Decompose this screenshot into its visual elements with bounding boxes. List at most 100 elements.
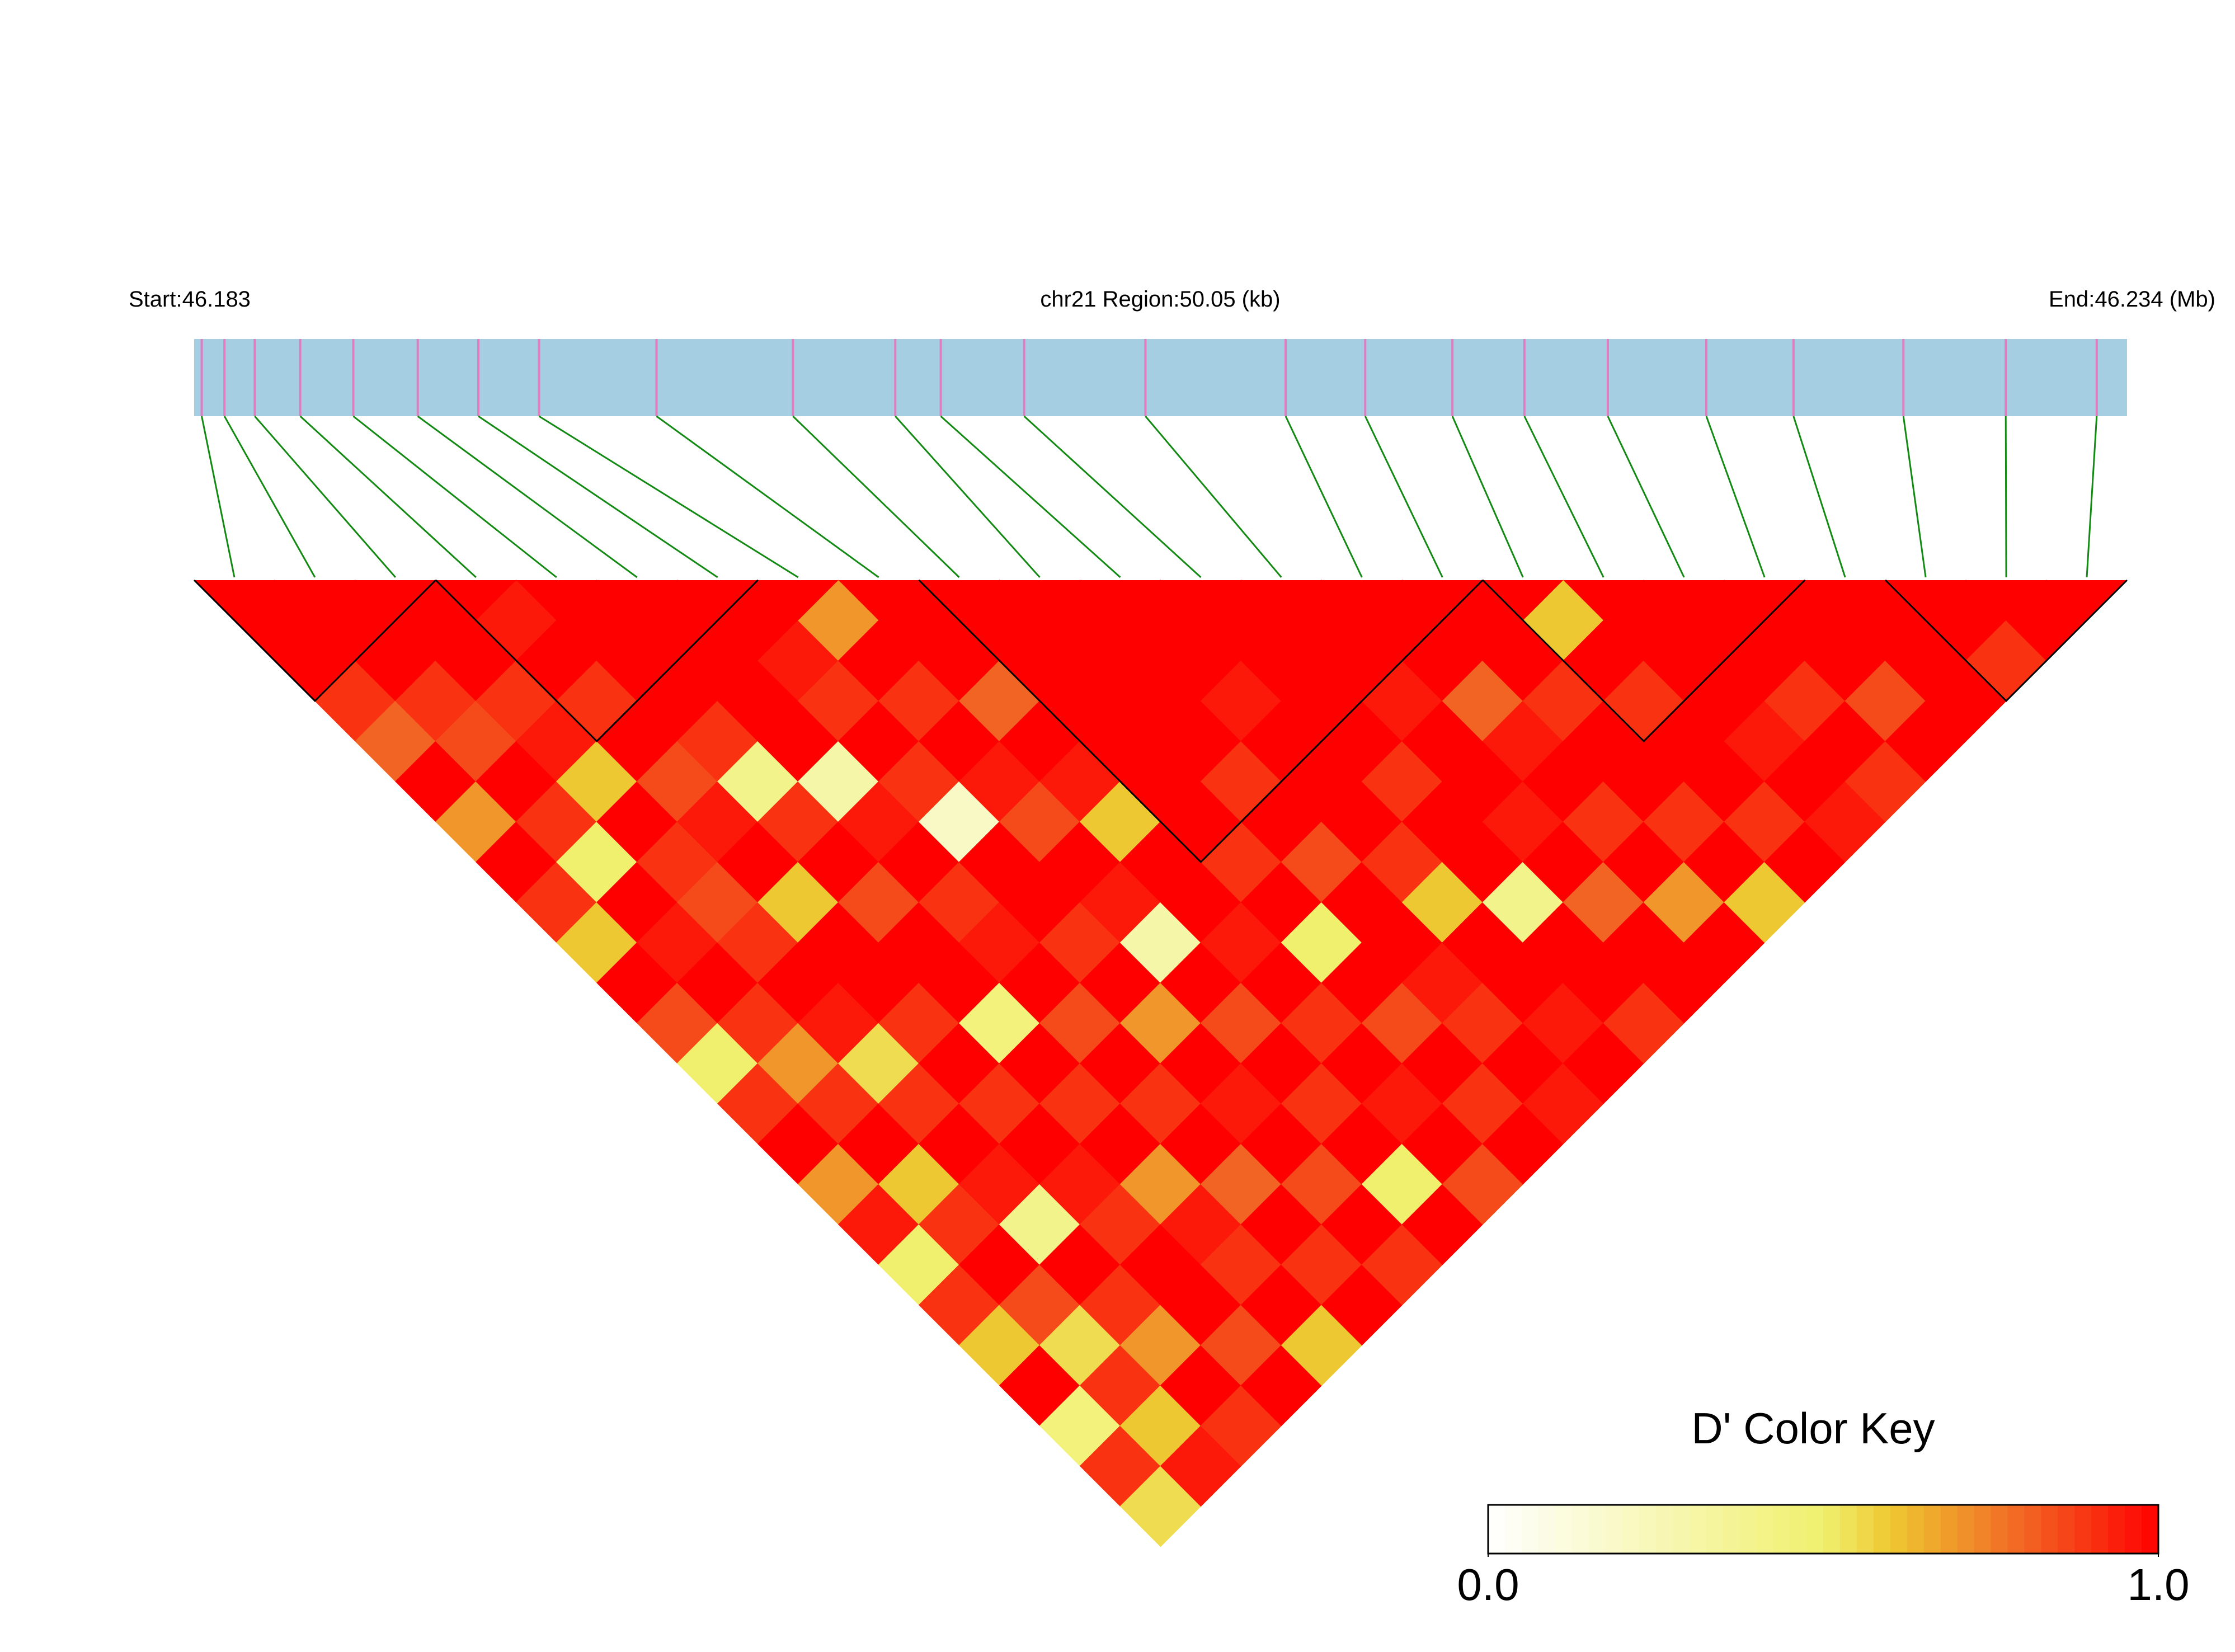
colorbar-step	[1856, 1505, 1874, 1554]
colorbar-step	[1991, 1505, 2008, 1554]
diagonal-cell	[1563, 580, 1644, 620]
snp-connector	[656, 415, 879, 578]
diagonal-cell	[838, 580, 919, 620]
start-label: Start:46.183	[129, 287, 251, 312]
colorbar-frame	[1487, 1504, 2159, 1555]
snp-connector	[417, 415, 638, 578]
snp-connector	[478, 415, 718, 578]
diagonal-cell	[1080, 580, 1161, 620]
diagonal-cell	[757, 580, 839, 620]
colorbar-step	[1890, 1505, 1908, 1554]
colorbar-step	[2142, 1505, 2159, 1554]
snp-connector	[1792, 416, 1846, 578]
colorbar-tick-label: 1.0	[2127, 1560, 2189, 1609]
diagonal-cell	[1885, 580, 1966, 620]
diagonal-cell	[1966, 580, 2047, 620]
snp-connector	[792, 415, 960, 578]
snp-connector	[1284, 416, 1363, 578]
ld-block	[435, 579, 759, 743]
colorbar-step	[2091, 1505, 2109, 1554]
ld-block	[193, 579, 436, 703]
colorbar-step	[1806, 1505, 1824, 1554]
colorbar-step	[2074, 1505, 2092, 1554]
colorbar-step	[1672, 1505, 1690, 1554]
snp-connector	[2086, 416, 2098, 578]
colorbar-step	[1555, 1505, 1573, 1554]
colorbar-step	[1622, 1505, 1640, 1554]
colorbar-step	[1689, 1505, 1707, 1554]
snp-connector	[940, 415, 1121, 578]
colorbar-step	[1521, 1505, 1539, 1554]
diagonal-cell	[1402, 580, 1483, 620]
colorbar-step	[1588, 1505, 1606, 1554]
colorbar-step	[1571, 1505, 1589, 1554]
colorbar-step	[1923, 1505, 1941, 1554]
gene-bar	[194, 339, 2127, 416]
colorbar-step	[2125, 1505, 2143, 1554]
diagonal-cell	[516, 580, 597, 620]
diagonal-cell	[1724, 580, 1805, 620]
colorbar-step	[1790, 1505, 1808, 1554]
diagonal-cell	[435, 580, 516, 620]
snp-connector	[352, 415, 557, 578]
ld-block	[1482, 579, 1806, 743]
colorbar-step	[1957, 1505, 1975, 1554]
diagonal-cell	[677, 580, 758, 620]
ld-block	[1885, 579, 2128, 703]
snp-connector	[201, 416, 236, 578]
colorbar-step	[1538, 1505, 1556, 1554]
colorbar-step	[1639, 1505, 1657, 1554]
diagonal-cell	[999, 580, 1080, 620]
snp-connector	[223, 416, 316, 578]
diagonal-cell	[1805, 580, 1886, 620]
diagonal-cell	[2046, 580, 2127, 620]
colorbar-title: D' Color Key	[1691, 1404, 1935, 1453]
snp-connector	[1705, 416, 1766, 578]
snp-connector	[1023, 415, 1202, 578]
snp-connector	[895, 415, 1041, 578]
colorbar-step	[1773, 1505, 1791, 1554]
diagonal-cell	[1160, 580, 1241, 620]
snp-connector	[538, 415, 799, 578]
ld-block	[918, 579, 1484, 863]
colorbar-step	[1706, 1505, 1724, 1554]
diagonal-cell	[919, 580, 1000, 620]
colorbar-step	[1739, 1505, 1757, 1554]
region-label: chr21 Region:50.05 (kb)	[1040, 287, 1280, 312]
colorbar-step	[1488, 1505, 1505, 1554]
colorbar-step	[2024, 1505, 2042, 1554]
colorbar-step	[1823, 1505, 1841, 1554]
colorbar-step	[1605, 1505, 1623, 1554]
snp-connector	[1145, 416, 1282, 578]
colorbar-step	[1655, 1505, 1673, 1554]
colorbar-step	[1940, 1505, 1958, 1554]
colorbar-step	[2007, 1505, 2025, 1554]
snp-connector	[299, 415, 477, 578]
colorbar-step	[1839, 1505, 1857, 1554]
diagonal-cell	[596, 580, 677, 620]
colorbar-step	[1504, 1505, 1522, 1554]
snp-connector	[1607, 416, 1685, 578]
diagonal-cell	[355, 580, 436, 620]
diagonal-cell	[1241, 580, 1322, 620]
colorbar-step	[1907, 1505, 1925, 1554]
colorbar-step	[1873, 1505, 1891, 1554]
colorbar-step	[2058, 1505, 2076, 1554]
snp-connector	[1451, 416, 1524, 578]
snp-connector	[1523, 416, 1605, 578]
diagonal-cell	[194, 580, 275, 620]
snp-connector	[254, 416, 397, 578]
colorbar-step	[1974, 1505, 1992, 1554]
colorbar-tick-label: 0.0	[1457, 1560, 1519, 1609]
diagonal-cell	[1644, 580, 1725, 620]
end-label: End:46.234 (Mb)	[2049, 287, 2215, 312]
snp-connector	[1902, 416, 1927, 578]
colorbar-step	[2108, 1505, 2126, 1554]
colorbar-step	[2041, 1505, 2059, 1554]
diagonal-cell	[1483, 580, 1564, 620]
diagonal-cell	[1321, 580, 1403, 620]
snp-connector	[1364, 416, 1443, 578]
diagonal-cell	[274, 580, 355, 620]
